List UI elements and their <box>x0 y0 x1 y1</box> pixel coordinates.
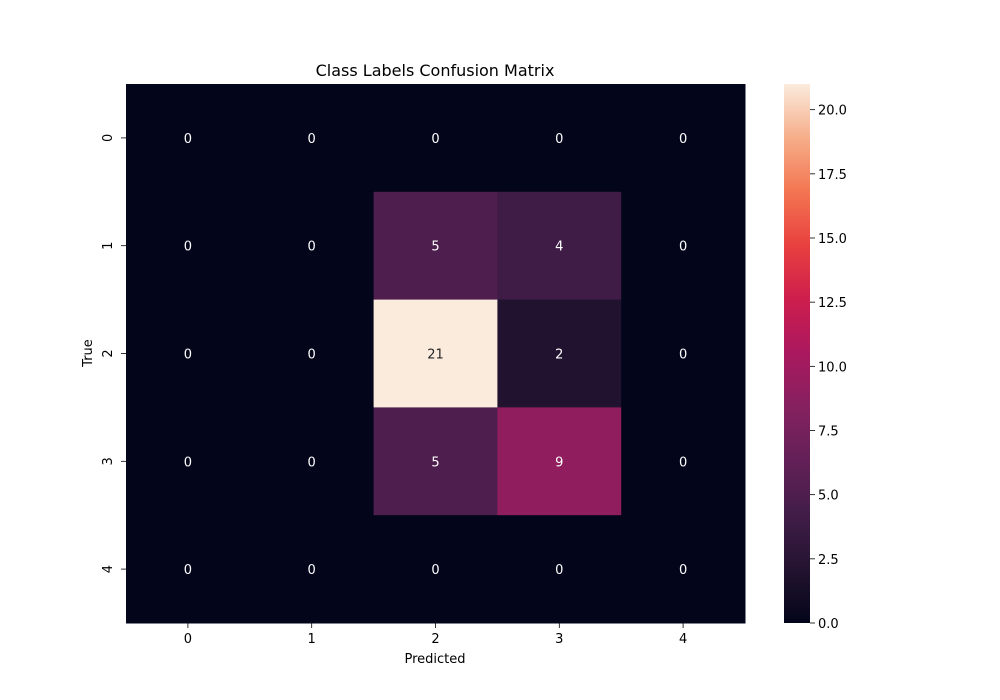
heatmap-cell-3-4 <box>621 407 746 516</box>
cell-value-0-0: 0 <box>184 132 192 147</box>
cell-value-2-4: 0 <box>679 348 687 363</box>
cell-value-4-2: 0 <box>431 563 439 578</box>
colorbar-tick-label-7: 17.5 <box>818 168 847 183</box>
y-tick-label-2: 2 <box>101 349 116 357</box>
cell-value-2-3: 2 <box>555 348 563 363</box>
cell-value-2-0: 0 <box>184 348 192 363</box>
cell-value-1-0: 0 <box>184 240 192 255</box>
heatmap-cell-2-2 <box>373 299 498 408</box>
heatmap-cell-3-0 <box>126 407 251 516</box>
cell-value-4-1: 0 <box>308 563 316 578</box>
colorbar <box>784 84 810 623</box>
colorbar-tick-label-1: 2.5 <box>818 553 839 568</box>
cell-value-0-4: 0 <box>679 132 687 147</box>
heatmap-cell-0-4 <box>621 84 746 193</box>
cell-value-0-3: 0 <box>555 132 563 147</box>
heatmap-cell-3-3 <box>497 407 622 516</box>
heatmap-cell-2-3 <box>497 299 622 408</box>
heatmap-cells <box>126 84 746 624</box>
y-axis-ticks: 0 1 2 3 4 <box>101 134 126 573</box>
cell-value-1-4: 0 <box>679 240 687 255</box>
y-tick-label-1: 1 <box>101 242 116 250</box>
x-tick-label-4: 4 <box>679 632 687 647</box>
x-tick-label-1: 1 <box>308 632 316 647</box>
cell-value-4-3: 0 <box>555 563 563 578</box>
colorbar-tick-label-0: 0.0 <box>818 617 839 632</box>
cell-value-0-1: 0 <box>308 132 316 147</box>
cell-value-4-0: 0 <box>184 563 192 578</box>
heatmap-cell-1-1 <box>249 191 375 301</box>
cell-value-3-2: 5 <box>431 455 439 470</box>
y-tick-label-0: 0 <box>101 134 116 142</box>
heatmap-cell-4-4 <box>621 515 746 624</box>
heatmap-cell-4-1 <box>249 515 375 624</box>
x-axis-label: Predicted <box>404 652 465 667</box>
heatmap-cell-1-0 <box>126 191 251 301</box>
cell-value-0-2: 0 <box>431 132 439 147</box>
heatmap-cell-0-1 <box>249 84 375 193</box>
heatmap-cell-1-4 <box>621 191 746 301</box>
heatmap-cell-0-0 <box>126 84 251 193</box>
x-tick-label-0: 0 <box>184 632 192 647</box>
heatmap-cell-labels: 0 0 0 0 0 0 0 5 4 0 0 0 21 2 0 0 0 5 9 0 0 0 0 0 0 <box>184 132 687 578</box>
cell-value-2-1: 0 <box>308 348 316 363</box>
cell-value-3-0: 0 <box>184 455 192 470</box>
y-axis-label: True <box>81 339 96 368</box>
colorbar-gradient <box>784 84 810 623</box>
cell-value-2-2: 21 <box>427 348 444 363</box>
heatmap-cell-1-3 <box>497 191 622 301</box>
cell-value-1-2: 5 <box>431 240 439 255</box>
heatmap-cell-4-0 <box>126 515 251 624</box>
heatmap-cell-4-2 <box>373 515 498 624</box>
cell-value-1-1: 0 <box>308 240 316 255</box>
cell-value-3-3: 9 <box>555 455 563 470</box>
chart-title: Class Labels Confusion Matrix <box>316 61 555 80</box>
colorbar-ticks: 0.0 2.5 5.0 7.5 10.0 12.5 15.0 17.5 20.0 <box>810 104 847 632</box>
cell-value-1-3: 4 <box>555 240 563 255</box>
colorbar-tick-label-8: 20.0 <box>818 104 847 119</box>
heatmap-cell-4-3 <box>497 515 622 624</box>
heatmap-cell-2-4 <box>621 299 746 408</box>
x-tick-label-2: 2 <box>431 632 439 647</box>
heatmap-cell-0-2 <box>373 84 498 193</box>
y-tick-label-3: 3 <box>101 457 116 465</box>
colorbar-tick-label-6: 15.0 <box>818 232 847 247</box>
heatmap-cell-1-2 <box>373 191 498 301</box>
colorbar-tick-label-3: 7.5 <box>818 425 839 440</box>
cell-value-3-1: 0 <box>308 455 316 470</box>
colorbar-tick-label-4: 10.0 <box>818 360 847 375</box>
heatmap-cell-2-0 <box>126 299 251 408</box>
y-tick-label-4: 4 <box>101 565 116 573</box>
heatmap-cell-2-1 <box>249 299 375 408</box>
heatmap-cell-0-3 <box>497 84 622 193</box>
cell-value-3-4: 0 <box>679 455 687 470</box>
cell-value-4-4: 0 <box>679 563 687 578</box>
heatmap-cell-3-2 <box>373 407 498 516</box>
colorbar-tick-label-5: 12.5 <box>818 296 847 311</box>
heatmap-cell-3-1 <box>249 407 375 516</box>
x-tick-label-3: 3 <box>555 632 563 647</box>
colorbar-tick-label-2: 5.0 <box>818 489 839 504</box>
x-axis-ticks: 0 1 2 3 4 <box>184 623 687 647</box>
